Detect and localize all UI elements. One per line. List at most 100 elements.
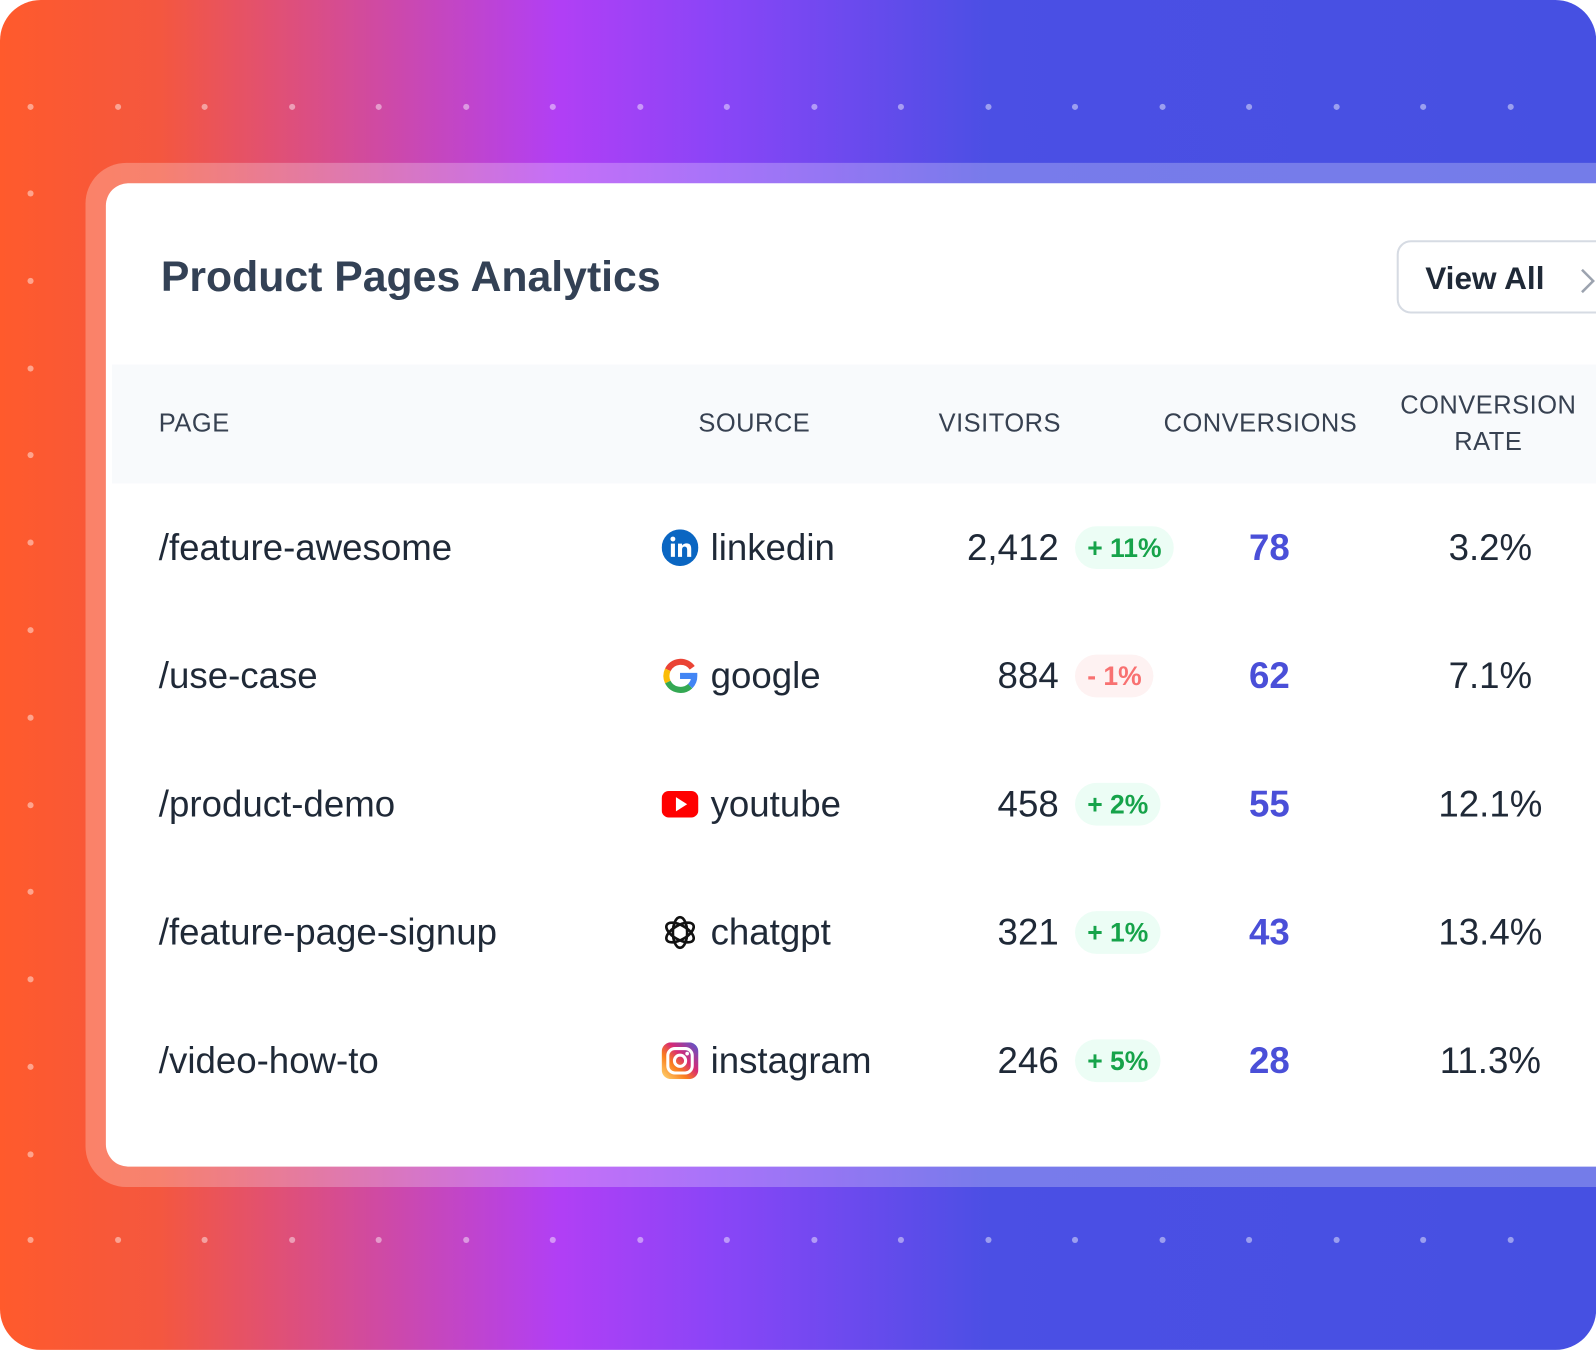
dot xyxy=(1507,1236,1514,1243)
visitors: 246 xyxy=(997,1039,1059,1082)
dot xyxy=(27,1063,34,1070)
visitors: 321 xyxy=(997,911,1059,953)
chevron-icon xyxy=(1581,268,1595,294)
dot xyxy=(462,1236,469,1243)
conversions: 28 xyxy=(1249,1039,1290,1082)
dot xyxy=(1071,1236,1079,1243)
dot xyxy=(810,103,817,110)
page-path: /use-case xyxy=(158,654,318,697)
column-header: CONVERSION RATE xyxy=(1400,390,1577,457)
dot xyxy=(201,1236,208,1243)
dot xyxy=(549,1236,556,1243)
conversion-rate: 11.3% xyxy=(1439,1039,1541,1082)
view-all-button[interactable]: View All xyxy=(1396,240,1596,314)
dot xyxy=(897,103,904,110)
conversions: 55 xyxy=(1249,782,1290,825)
dot xyxy=(114,1236,121,1243)
source-name: youtube xyxy=(710,782,841,825)
conversion-rate: 13.4% xyxy=(1438,911,1543,953)
conversions: 62 xyxy=(1249,654,1290,697)
page-path: /video-how-to xyxy=(158,1039,379,1082)
dot xyxy=(1333,1236,1340,1243)
dot xyxy=(1246,1236,1253,1243)
table-header: PAGE SOURCE VISITORS CONVERSIONS CONVERS… xyxy=(111,364,1596,484)
dot xyxy=(27,889,34,896)
icon xyxy=(661,1042,699,1080)
dot xyxy=(27,539,34,546)
card: Product Pages Analytics View All PAGE SO… xyxy=(105,183,1596,1167)
dot xyxy=(27,801,34,808)
card-title: Product Pages Analytics xyxy=(160,252,661,301)
dot xyxy=(27,627,34,634)
source-name: google xyxy=(710,654,821,697)
dot xyxy=(723,1236,730,1243)
dot xyxy=(114,103,121,110)
dot xyxy=(1420,1236,1427,1243)
dot xyxy=(288,1236,295,1243)
source-icon xyxy=(661,786,699,823)
icon xyxy=(663,658,698,693)
page-path: /feature-page-signup xyxy=(158,911,498,953)
dot xyxy=(984,1236,992,1243)
conversions: 43 xyxy=(1249,911,1290,953)
change-badge: + 1% xyxy=(1075,911,1161,954)
dot xyxy=(1071,103,1079,110)
dot xyxy=(1333,103,1340,110)
change-badge: + 2% xyxy=(1075,782,1161,826)
dot xyxy=(27,452,34,459)
change-badge: + 5% xyxy=(1075,1039,1161,1083)
dot xyxy=(1420,103,1427,110)
page-path: /feature-awesome xyxy=(158,526,453,569)
column-header: PAGE xyxy=(158,409,230,438)
source-icon xyxy=(661,1042,699,1080)
icon xyxy=(665,915,696,950)
conversions: 78 xyxy=(1249,526,1290,569)
dot xyxy=(27,103,34,110)
page-path: /product-demo xyxy=(158,782,396,825)
dot xyxy=(27,714,34,721)
dot xyxy=(201,103,208,110)
dot xyxy=(984,103,992,110)
icon xyxy=(661,790,699,818)
dot xyxy=(549,103,556,110)
dot xyxy=(375,1236,382,1243)
visitors: 884 xyxy=(997,654,1059,697)
source-icon xyxy=(661,529,699,567)
dot xyxy=(636,103,643,110)
dot xyxy=(1158,103,1166,110)
dot xyxy=(1246,103,1253,110)
conversion-rate: 12.1% xyxy=(1438,782,1543,825)
dot xyxy=(723,103,730,110)
dot xyxy=(462,103,469,110)
conversion-rate: 7.1% xyxy=(1448,654,1533,697)
dot xyxy=(27,190,34,197)
source-icon xyxy=(662,914,699,951)
dot xyxy=(288,103,295,110)
source-name: instagram xyxy=(710,1039,872,1082)
dot xyxy=(27,976,34,983)
change-badge: - 1% xyxy=(1075,654,1154,698)
dot xyxy=(27,277,34,284)
button-label[interactable]: View All xyxy=(1425,260,1545,297)
dot xyxy=(27,365,34,372)
source-icon xyxy=(662,658,699,695)
column-header: CONVERSIONS xyxy=(1163,409,1358,438)
dot xyxy=(27,1151,34,1158)
icon xyxy=(661,529,699,567)
change-badge: + 11% xyxy=(1075,526,1174,570)
column-header: VISITORS xyxy=(938,409,1062,438)
dot xyxy=(375,103,382,110)
dot xyxy=(1158,1236,1166,1243)
visitors: 458 xyxy=(997,782,1059,825)
column-header: SOURCE xyxy=(698,409,811,438)
source-name: chatgpt xyxy=(710,911,831,953)
source-name: linkedin xyxy=(710,526,835,569)
dot xyxy=(1507,103,1514,110)
conversion-rate: 3.2% xyxy=(1448,526,1533,569)
dot xyxy=(636,1236,643,1243)
dot xyxy=(897,1236,904,1243)
dot xyxy=(27,1236,34,1243)
visitors: 2,412 xyxy=(967,526,1059,569)
